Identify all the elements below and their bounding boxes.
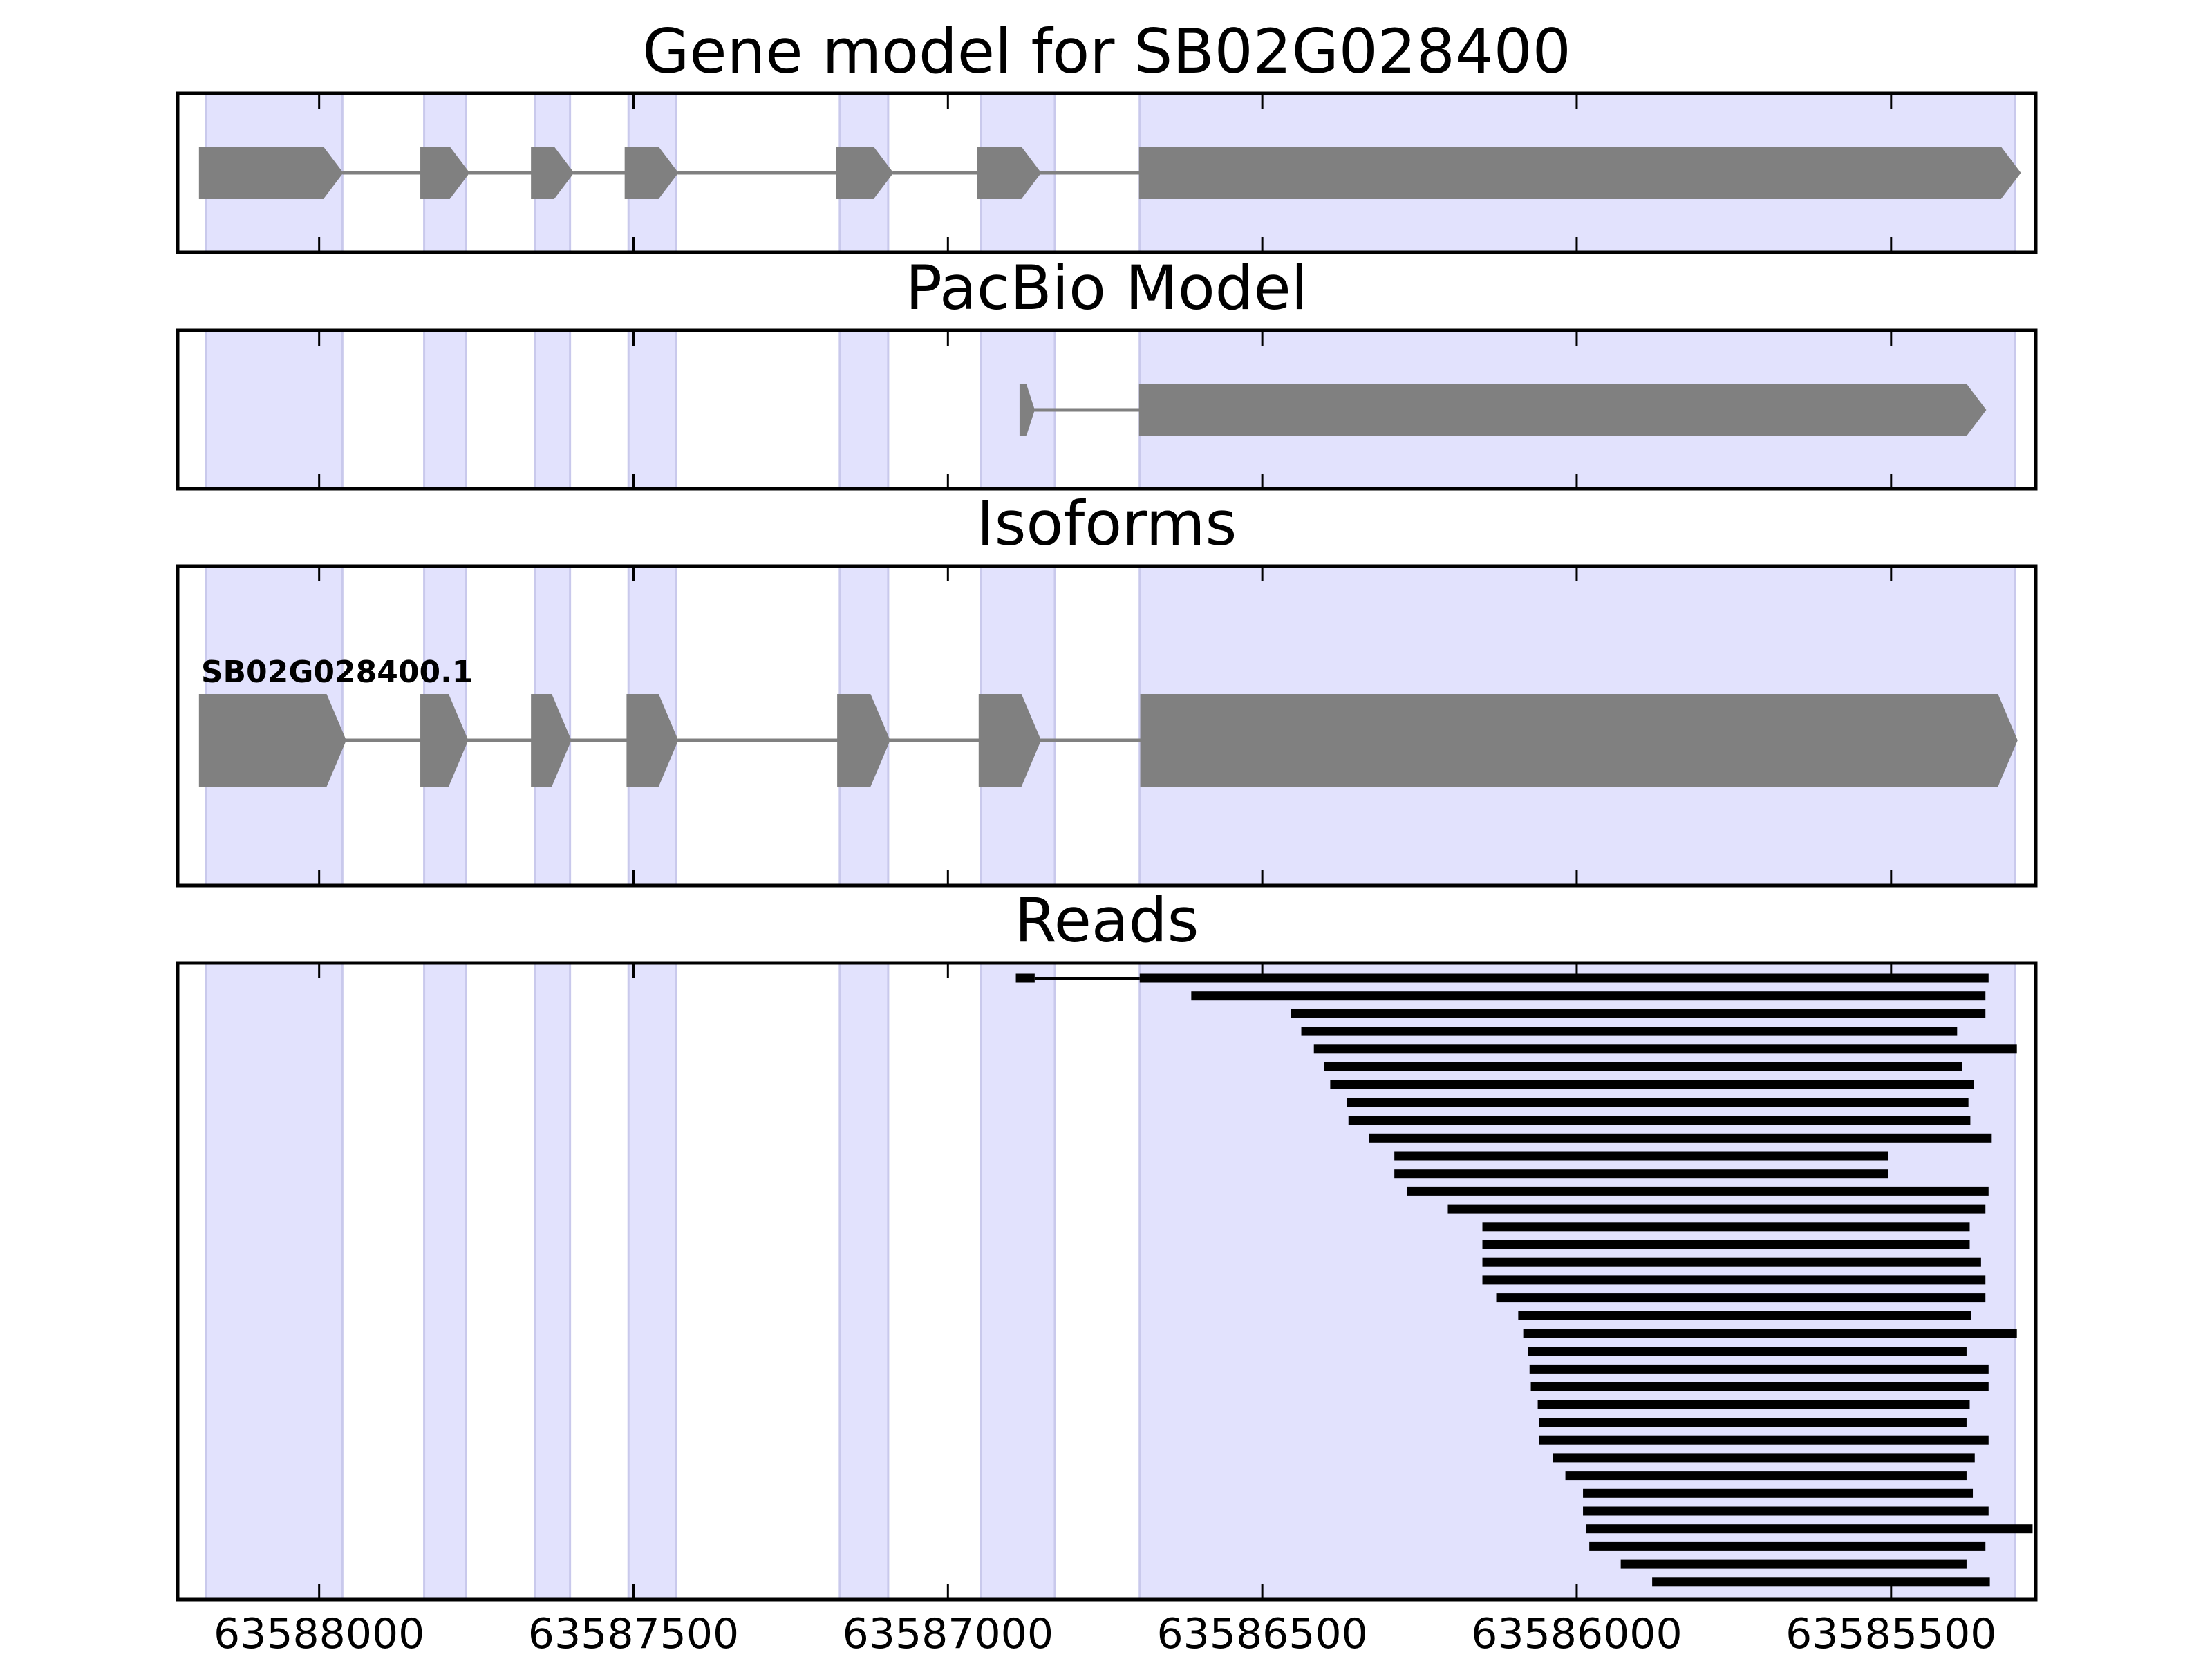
read (1482, 1222, 1970, 1232)
read (1539, 1418, 1967, 1427)
x-tick-label: 63587000 (843, 1610, 1053, 1658)
panel-frame (176, 91, 2038, 254)
panel-title: Gene model for SB02G028400 (642, 16, 1571, 87)
exon-band (534, 962, 572, 1601)
exon (837, 694, 890, 787)
x-tick-label: 63585500 (1785, 1610, 1996, 1658)
read (1530, 1382, 1989, 1391)
exon (1138, 384, 1987, 436)
exon (836, 147, 894, 199)
frames-layer (176, 91, 2038, 1602)
panel-frame (176, 564, 2038, 888)
marks-layer (198, 147, 2033, 1587)
read (1589, 1541, 1986, 1551)
read (1191, 991, 1986, 1001)
read (1301, 1027, 1958, 1036)
read (1291, 1009, 1986, 1018)
x-tick-label: 63586000 (1471, 1610, 1682, 1658)
read (1553, 1453, 1975, 1463)
ticks-layer (318, 93, 1893, 1600)
exon-band (627, 962, 677, 1601)
exon-band (838, 329, 890, 490)
exon (1140, 694, 2018, 787)
exon (624, 147, 679, 199)
read (1586, 1524, 2033, 1534)
read (1529, 1364, 1989, 1374)
exon (531, 694, 572, 787)
read (1652, 1577, 1990, 1587)
exon (626, 694, 679, 787)
read-segment (1015, 973, 1035, 983)
read (1620, 1559, 1967, 1569)
read (1482, 1257, 1981, 1267)
read (1482, 1240, 1970, 1249)
read (1537, 1400, 1970, 1409)
read (1407, 1186, 1989, 1196)
exon (531, 147, 574, 199)
x-tick-label: 63588000 (214, 1610, 424, 1658)
exon (198, 147, 344, 199)
read (1394, 1151, 1888, 1161)
read (1496, 1293, 1986, 1303)
panel-title: Isoforms (977, 488, 1237, 559)
read (1583, 1506, 1989, 1516)
text-layer: Gene model for SB02G028400 PacBio Model SB… (201, 16, 1997, 1658)
read (1139, 973, 1989, 983)
isoform-label: SB02G028400.1 (201, 655, 474, 690)
read (1518, 1311, 1971, 1320)
read (1482, 1275, 1986, 1285)
exon (198, 694, 346, 787)
read (1348, 1116, 1971, 1125)
exon (420, 147, 470, 199)
read (1528, 1347, 1967, 1356)
exon-band (205, 329, 344, 490)
exon-band (627, 329, 677, 490)
exon (978, 694, 1042, 787)
exon-band (423, 329, 467, 490)
read (1565, 1471, 1967, 1481)
exon-band (534, 329, 572, 490)
x-tick-label: 63587500 (528, 1610, 739, 1658)
read (1394, 1169, 1888, 1179)
read (1583, 1488, 1974, 1498)
read (1330, 1080, 1974, 1089)
exon (1019, 384, 1035, 436)
panel-title: Reads (1015, 885, 1199, 956)
read (1324, 1062, 1962, 1071)
read (1369, 1133, 1992, 1143)
read (1313, 1044, 2017, 1054)
read (1347, 1098, 1969, 1107)
read (1539, 1435, 1989, 1445)
exon (420, 694, 469, 787)
exon-band (980, 962, 1056, 1601)
exon-band (838, 962, 890, 1601)
panel-frame (176, 961, 2038, 1602)
exon (977, 147, 1042, 199)
read (1447, 1204, 1986, 1214)
exon-band (423, 962, 467, 1601)
exon-band (205, 962, 344, 1601)
read (1523, 1329, 2017, 1338)
x-tick-label: 63586500 (1156, 1610, 1367, 1658)
panel-frame (176, 328, 2038, 491)
panel-title: PacBio Model (906, 252, 1308, 324)
exon (1138, 147, 2021, 199)
